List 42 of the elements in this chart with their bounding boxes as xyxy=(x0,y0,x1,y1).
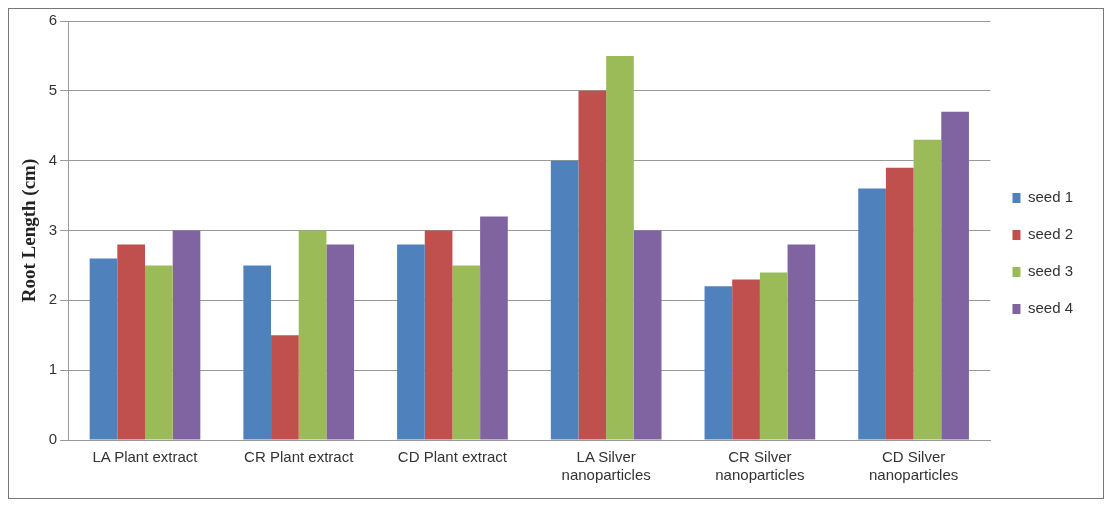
legend-label: seed 2 xyxy=(1027,225,1074,243)
bar xyxy=(704,286,733,440)
bar xyxy=(578,90,607,440)
y-tick-label: 3 xyxy=(48,220,58,238)
bar xyxy=(633,230,662,440)
bar xyxy=(858,188,886,440)
bar xyxy=(452,265,481,440)
bar xyxy=(243,265,272,440)
bar xyxy=(117,244,145,440)
legend-label: seed 1 xyxy=(1027,188,1074,206)
bar xyxy=(424,230,453,440)
x-tick-label: CD Silver nanoparticles xyxy=(868,448,959,484)
bar xyxy=(941,111,969,440)
bar xyxy=(885,167,914,440)
x-tick-label: CR Plant extract xyxy=(244,448,355,466)
bar xyxy=(732,279,760,440)
bar xyxy=(480,216,508,440)
bar xyxy=(550,160,579,440)
bar xyxy=(913,139,942,440)
bar xyxy=(787,244,816,440)
y-tick-label: 0 xyxy=(48,430,58,448)
y-tick-label: 1 xyxy=(48,360,58,378)
legend-label: seed 3 xyxy=(1027,262,1074,280)
y-tick-label: 6 xyxy=(48,11,58,29)
bar xyxy=(606,55,634,440)
bar xyxy=(326,244,355,440)
y-tick-label: 5 xyxy=(48,80,58,98)
bar xyxy=(271,335,299,440)
bar xyxy=(89,258,118,440)
x-tick-label: CR Silver nanoparticles xyxy=(715,448,805,484)
y-tick-label: 2 xyxy=(48,290,58,308)
y-tick-label: 4 xyxy=(48,150,58,168)
bar xyxy=(172,230,201,440)
bar xyxy=(759,272,788,440)
bar xyxy=(298,230,327,440)
bar xyxy=(145,265,173,440)
legend-label: seed 4 xyxy=(1027,299,1074,317)
y-axis-title: Root Length (cm) xyxy=(18,158,41,303)
bar xyxy=(397,244,425,440)
x-tick-label: CD Plant extract xyxy=(397,448,508,466)
x-tick-label: LA Plant extract xyxy=(92,448,199,466)
x-tick-label: LA Silver nanoparticles xyxy=(561,448,651,484)
